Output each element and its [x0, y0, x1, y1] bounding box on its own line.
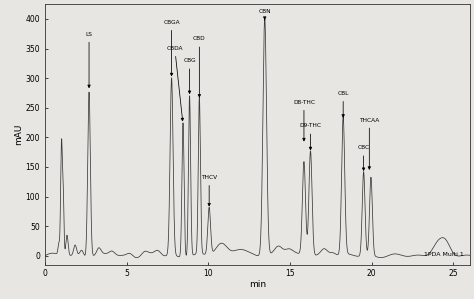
Text: D9-THC: D9-THC [300, 123, 321, 150]
Text: CBDA: CBDA [166, 46, 183, 121]
X-axis label: min: min [249, 280, 266, 289]
Text: THCV: THCV [201, 175, 217, 206]
Y-axis label: mAU: mAU [14, 124, 23, 145]
Text: CBGA: CBGA [163, 20, 180, 76]
Text: CBD: CBD [193, 36, 206, 97]
Text: D8-THC: D8-THC [293, 100, 315, 141]
Text: 1PDA Multi 1: 1PDA Multi 1 [424, 252, 464, 257]
Text: CBG: CBG [183, 58, 196, 94]
Text: CBC: CBC [357, 145, 370, 170]
Text: LS: LS [85, 32, 92, 88]
Text: CBN: CBN [258, 9, 271, 20]
Text: CBL: CBL [337, 91, 349, 117]
Text: THCAA: THCAA [359, 118, 380, 169]
